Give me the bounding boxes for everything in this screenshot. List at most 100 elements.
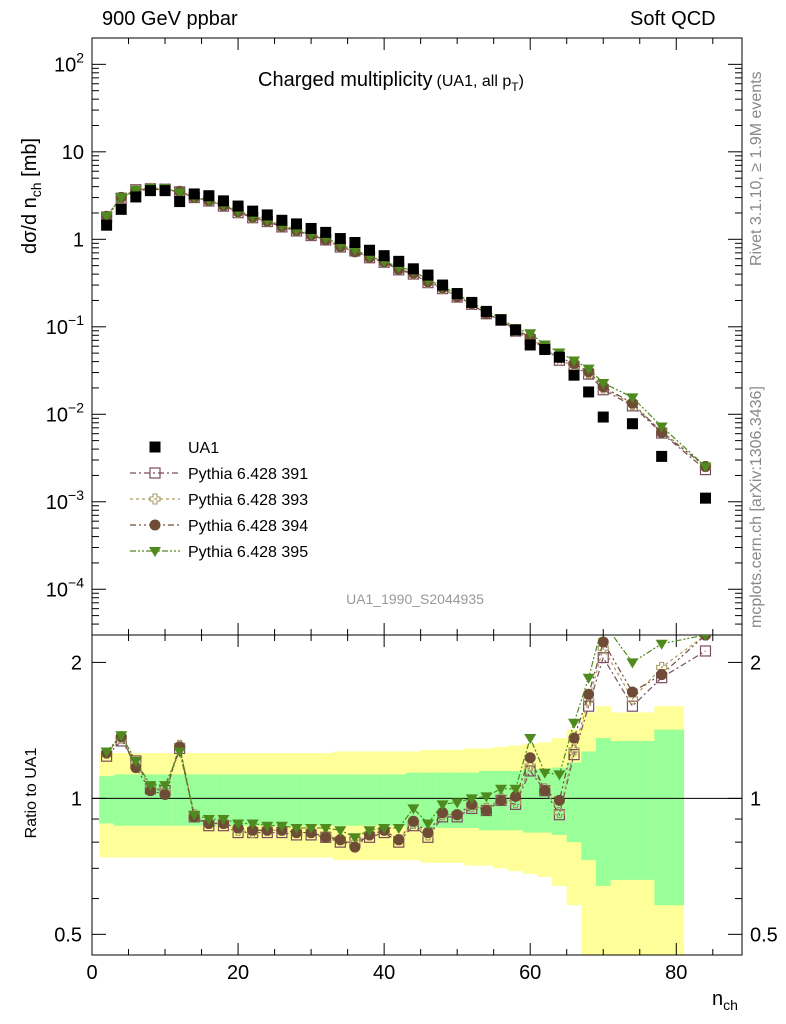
data-point bbox=[422, 269, 434, 281]
stat-uncertainty-band bbox=[318, 774, 334, 826]
legend-marker bbox=[149, 547, 161, 557]
mc-point-main bbox=[173, 188, 186, 199]
data-point bbox=[364, 244, 376, 256]
legend-label: Pythia 6.428 391 bbox=[188, 466, 308, 483]
mc-point-ratio bbox=[392, 823, 405, 834]
mc-point-ratio bbox=[349, 841, 361, 853]
data-point bbox=[568, 369, 580, 381]
mc-point-ratio bbox=[553, 807, 565, 819]
mc-point-ratio bbox=[232, 819, 245, 830]
x-tick-label: 40 bbox=[373, 962, 395, 984]
mc-point-ratio bbox=[334, 834, 346, 846]
mc-point-ratio bbox=[188, 810, 201, 821]
stat-uncertainty-band bbox=[347, 774, 363, 826]
stat-uncertainty-band bbox=[303, 774, 319, 826]
mc-point-ratio bbox=[290, 823, 303, 834]
stat-uncertainty-band bbox=[376, 774, 392, 826]
mc-point-ratio bbox=[524, 760, 536, 772]
mc-point-ratio bbox=[524, 752, 536, 764]
mc-point-ratio bbox=[159, 788, 171, 800]
data-point bbox=[539, 344, 551, 356]
data-point bbox=[217, 195, 229, 207]
mc-point-main bbox=[524, 329, 537, 340]
data-point bbox=[393, 255, 405, 267]
mc-point-main bbox=[129, 185, 142, 196]
mc-point-ratio bbox=[553, 794, 565, 806]
mc-point-ratio bbox=[655, 639, 668, 650]
mc-point-ratio bbox=[334, 826, 347, 837]
axis-ticks: 0 20 40 60 80 102 10 1 10−1 10−2 10−3 10−4 0.5 0.5 1 1 2… bbox=[46, 37, 778, 984]
mc-series-ratio bbox=[100, 619, 712, 853]
data-point bbox=[188, 188, 200, 200]
stat-uncertainty-band bbox=[406, 772, 422, 828]
legend-label: Pythia 6.428 393 bbox=[188, 492, 308, 509]
stat-uncertainty-band bbox=[274, 774, 290, 826]
ratio-tick-label-left: 2 bbox=[71, 652, 82, 674]
x-tick-label: 0 bbox=[86, 962, 97, 984]
stat-uncertainty-band bbox=[172, 774, 188, 826]
data-point bbox=[583, 386, 595, 398]
stat-uncertainty-band bbox=[566, 762, 582, 843]
y-tick-label: 10−1 bbox=[46, 312, 84, 339]
data-point bbox=[130, 191, 142, 203]
mc-point-ratio bbox=[363, 826, 376, 837]
mc-point-ratio bbox=[407, 804, 420, 815]
ratio-tick-label-right: 1 bbox=[750, 788, 761, 810]
data-point bbox=[626, 418, 638, 430]
mc-point-ratio bbox=[173, 747, 186, 758]
data-point bbox=[466, 296, 478, 308]
mc-point-main bbox=[582, 364, 595, 375]
legend-marker bbox=[149, 441, 161, 453]
mc-point-ratio bbox=[319, 823, 332, 834]
stat-uncertainty-band bbox=[157, 774, 173, 826]
mc-point-main bbox=[568, 356, 581, 367]
mc-point-ratio bbox=[699, 645, 712, 657]
mc-point-main bbox=[699, 462, 712, 473]
data-point bbox=[656, 450, 668, 462]
data-point bbox=[524, 339, 536, 351]
series-line-main bbox=[106, 188, 706, 467]
mc-point-ratio bbox=[465, 794, 478, 805]
legend-label: Pythia 6.428 394 bbox=[188, 518, 308, 535]
mc-point-ratio bbox=[568, 749, 580, 761]
stat-uncertainty-band bbox=[581, 751, 597, 861]
mc-point-ratio bbox=[539, 785, 551, 797]
uncertainty-bands bbox=[99, 706, 685, 955]
data-point bbox=[144, 185, 156, 197]
ratio-tick-label-right: 0.5 bbox=[750, 924, 778, 946]
data-point bbox=[261, 209, 273, 221]
stat-uncertainty-band bbox=[128, 774, 144, 826]
legend: UA1 Pythia 6.428 391 Pythia 6.428 393 Pythi… bbox=[130, 440, 308, 561]
y-tick-label: 102 bbox=[54, 49, 84, 76]
data-point bbox=[247, 205, 259, 217]
legend-marker bbox=[149, 467, 161, 479]
mc-point-ratio bbox=[202, 815, 215, 826]
data-points bbox=[101, 185, 711, 504]
data-point bbox=[203, 190, 215, 202]
data-point bbox=[334, 233, 346, 245]
mc-point-ratio bbox=[656, 669, 668, 681]
mc-point-ratio bbox=[509, 784, 522, 795]
mc-point-ratio bbox=[480, 805, 492, 817]
stat-uncertainty-band bbox=[625, 740, 655, 880]
stat-uncertainty-band bbox=[522, 769, 539, 833]
stat-uncertainty-band bbox=[362, 774, 378, 826]
mc-point-ratio bbox=[247, 824, 259, 836]
data-point bbox=[597, 411, 609, 423]
stat-uncertainty-band bbox=[201, 774, 217, 826]
mc-point-ratio bbox=[451, 809, 463, 821]
mc-point-ratio bbox=[597, 619, 609, 629]
mc-point-ratio bbox=[538, 768, 551, 779]
series-line-main bbox=[106, 187, 706, 467]
series-line-main bbox=[106, 188, 706, 471]
mc-series-main bbox=[100, 182, 712, 476]
data-point bbox=[437, 279, 449, 291]
mc-point-ratio bbox=[129, 756, 142, 767]
mc-point-ratio bbox=[159, 781, 172, 792]
data-point bbox=[101, 219, 113, 231]
ratio-tick-label-left: 0.5 bbox=[54, 924, 82, 946]
y-tick-label: 10 bbox=[62, 142, 84, 164]
x-axis-label: nch bbox=[712, 988, 738, 1013]
mc-point-ratio bbox=[510, 790, 522, 802]
y-tick-label: 10−4 bbox=[46, 574, 84, 601]
